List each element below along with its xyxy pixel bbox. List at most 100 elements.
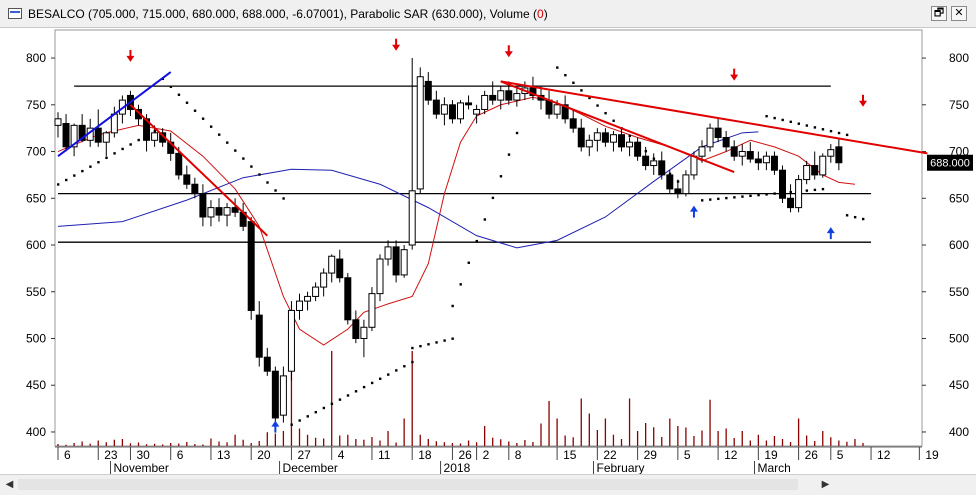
candle-body xyxy=(424,80,432,101)
chart-window-icon xyxy=(8,8,22,19)
parabolic-sar-dot xyxy=(81,169,84,173)
parabolic-sar-dot xyxy=(209,125,213,128)
parabolic-sar-dot xyxy=(411,360,414,364)
candle-body xyxy=(730,146,738,157)
buy-signal-arrow-icon xyxy=(689,205,698,212)
candle-body xyxy=(481,94,489,110)
trendline xyxy=(129,104,268,237)
candle-body xyxy=(247,221,255,311)
parabolic-sar-dot xyxy=(73,174,76,177)
sell-signal-arrow-icon xyxy=(126,55,135,62)
parabolic-sar-dot xyxy=(821,187,825,191)
candle-body xyxy=(618,134,625,148)
candle-body xyxy=(835,146,843,164)
date-tick-label: 6 xyxy=(64,448,71,462)
month-label: February xyxy=(597,461,645,474)
candle-body xyxy=(440,104,448,115)
candle-body xyxy=(368,293,376,328)
y-tick-label-left: 750 xyxy=(26,98,46,112)
scroll-left-icon[interactable]: ◀ xyxy=(5,479,14,490)
candle-body xyxy=(384,246,392,260)
parabolic-sar-dot xyxy=(596,104,599,107)
candle-body xyxy=(706,127,714,148)
candle-body xyxy=(432,99,440,115)
parabolic-sar-dot xyxy=(475,239,478,243)
candle-body xyxy=(714,127,722,139)
close-window-button[interactable]: ✕ xyxy=(951,6,967,21)
candle-body xyxy=(609,134,617,143)
parabolic-sar-dot xyxy=(813,126,817,129)
parabolic-sar-dot xyxy=(201,117,205,120)
y-tick-label-right: 500 xyxy=(949,331,969,345)
y-tick-label-right: 600 xyxy=(949,238,969,252)
chart-title-quote: BESALCO (705.000, 715.000, 680.000, 688.… xyxy=(28,7,537,21)
candle-body xyxy=(360,326,368,339)
candle-body xyxy=(577,127,585,148)
candle-body xyxy=(416,76,424,190)
y-tick-label-left: 450 xyxy=(26,378,46,392)
candle-body xyxy=(787,197,795,209)
candle-body xyxy=(328,255,336,274)
parabolic-sar-dot xyxy=(725,196,728,200)
date-tick-label: 2 xyxy=(483,448,490,462)
candle-body xyxy=(78,124,86,141)
parabolic-sar-dot xyxy=(829,129,833,133)
candle-body xyxy=(304,295,312,302)
parabolic-sar-dot xyxy=(612,119,615,122)
candle-body xyxy=(344,277,352,321)
date-tick-label: 20 xyxy=(257,448,271,462)
date-tick-label: 15 xyxy=(563,448,577,462)
y-tick-label-right: 550 xyxy=(949,285,969,299)
candle-body xyxy=(287,309,295,372)
parabolic-sar-dot xyxy=(250,165,253,168)
parabolic-sar-dot xyxy=(266,181,269,184)
candle-body xyxy=(320,272,328,288)
parabolic-sar-dot xyxy=(169,85,173,88)
candle-body xyxy=(658,160,666,176)
parabolic-sar-dot xyxy=(628,134,631,138)
candle-body xyxy=(400,249,408,276)
parabolic-sar-dot xyxy=(330,402,334,406)
parabolic-sar-dot xyxy=(193,109,197,112)
parabolic-sar-dot xyxy=(427,343,430,346)
date-tick-label: 26 xyxy=(805,448,819,462)
parabolic-sar-dot xyxy=(845,214,849,217)
candle-body xyxy=(553,104,561,115)
parabolic-sar-dot xyxy=(845,133,849,137)
date-tick-label: 19 xyxy=(764,448,778,462)
parabolic-sar-dot xyxy=(805,189,809,192)
candle-body xyxy=(545,99,553,115)
parabolic-sar-dot xyxy=(572,81,575,84)
candle-body xyxy=(376,258,384,295)
candle-body xyxy=(513,93,521,101)
parabolic-sar-dot xyxy=(789,120,792,124)
scroll-right-icon[interactable]: ▶ xyxy=(821,479,830,490)
candle-body xyxy=(698,146,706,157)
parabolic-sar-dot xyxy=(65,178,68,182)
y-tick-label-left: 800 xyxy=(26,51,46,65)
parabolic-sar-dot xyxy=(242,157,245,160)
parabolic-sar-dot xyxy=(346,394,350,397)
parabolic-sar-dot xyxy=(354,390,358,393)
parabolic-sar-dot xyxy=(274,189,277,192)
parabolic-sar-dot xyxy=(443,339,446,342)
candle-body xyxy=(634,141,642,157)
date-tick-label: 29 xyxy=(644,448,658,462)
parabolic-sar-dot xyxy=(588,96,591,100)
candle-body xyxy=(231,207,239,213)
parabolic-sar-dot xyxy=(701,199,704,202)
parabolic-sar-dot xyxy=(234,149,237,152)
parabolic-sar-dot xyxy=(749,194,752,198)
candle-body xyxy=(803,165,811,181)
horizontal-scrollbar[interactable]: ◀ ▶ xyxy=(0,474,976,495)
trendline xyxy=(500,80,735,174)
candle-body xyxy=(54,118,62,126)
parabolic-sar-dot xyxy=(137,138,140,142)
restore-window-button[interactable]: 🗗 xyxy=(931,6,947,21)
scrollbar-track[interactable] xyxy=(18,479,798,490)
candle-body xyxy=(795,179,803,209)
date-tick-label: 22 xyxy=(603,448,617,462)
parabolic-sar-dot xyxy=(709,198,712,201)
parabolic-sar-dot xyxy=(57,183,60,186)
